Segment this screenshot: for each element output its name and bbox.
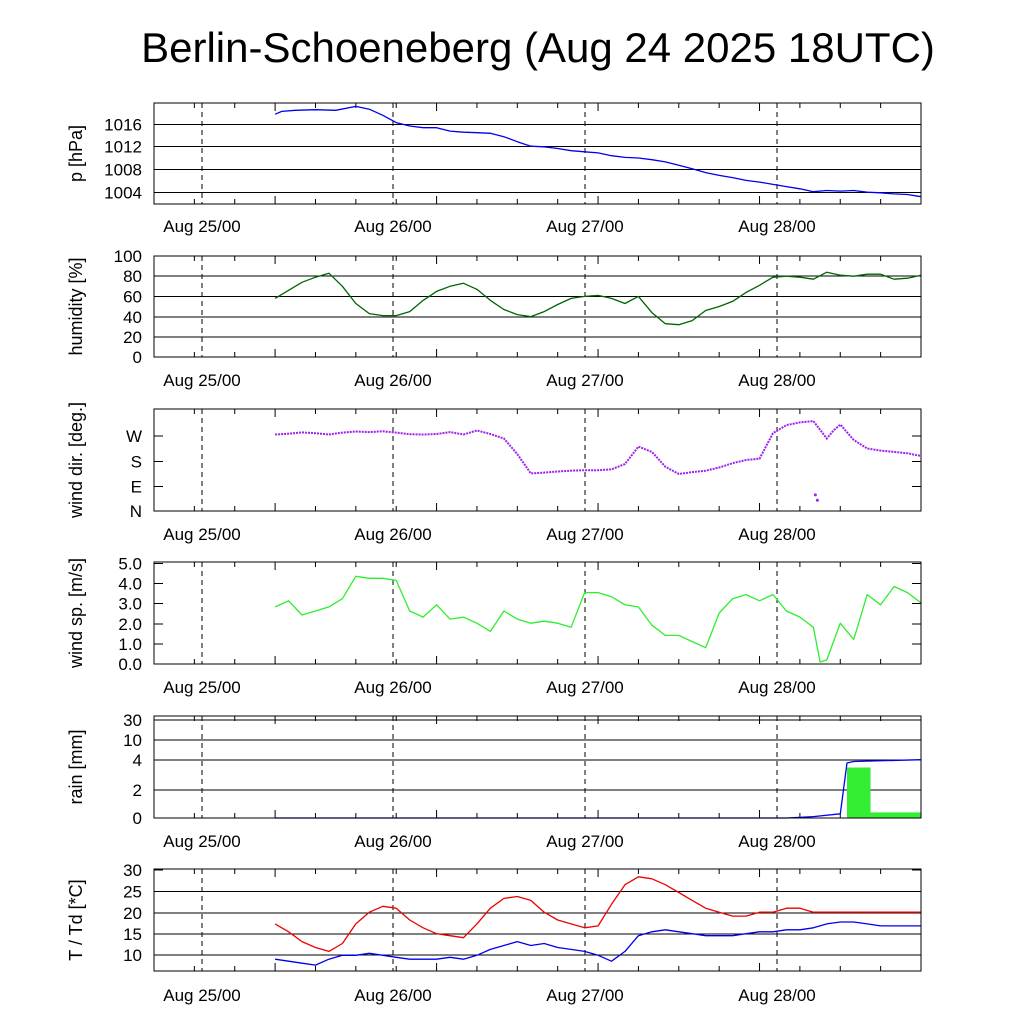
y-tick-label: 30 bbox=[123, 711, 142, 730]
x-tick-label: Aug 28/00 bbox=[738, 986, 816, 1005]
panel-6: 10 15 20 25 30 T / Td [*C] Aug 25/00 Aug 26/00 A… bbox=[66, 861, 922, 1005]
y-tick-label: 1012 bbox=[104, 138, 142, 157]
y-tick-label: 60 bbox=[123, 288, 142, 307]
y-tick-label: 40 bbox=[123, 308, 142, 327]
y-tick-label: 15 bbox=[123, 925, 142, 944]
x-tick-label: Aug 26/00 bbox=[354, 371, 432, 390]
y-axis-label: T / Td [*C] bbox=[66, 879, 86, 960]
x-tick-label: Aug 25/00 bbox=[163, 832, 241, 851]
x-tick-label: Aug 28/00 bbox=[738, 832, 816, 851]
series-line-accumulated bbox=[275, 759, 922, 819]
x-tick-label: Aug 27/00 bbox=[546, 525, 624, 544]
x-tick-label: Aug 26/00 bbox=[354, 525, 432, 544]
plot-frame bbox=[153, 868, 922, 972]
x-tick-label: Aug 25/00 bbox=[163, 678, 241, 697]
x-tick-label: Aug 26/00 bbox=[354, 832, 432, 851]
x-tick-label: Aug 26/00 bbox=[354, 678, 432, 697]
y-tick-label: 0 bbox=[133, 348, 142, 367]
x-tick-label: Aug 25/00 bbox=[163, 525, 241, 544]
x-tick-label: Aug 27/00 bbox=[546, 217, 624, 236]
y-tick-label: 30 bbox=[123, 861, 142, 880]
y-tick-label: 2 bbox=[133, 781, 142, 800]
y-tick-label: 20 bbox=[123, 328, 142, 347]
plot-frame bbox=[153, 408, 922, 512]
x-tick-label: Aug 25/00 bbox=[163, 986, 241, 1005]
plot-frame bbox=[153, 255, 922, 358]
y-tick-label: N bbox=[130, 502, 142, 521]
y-tick-label: S bbox=[131, 453, 142, 472]
x-tick-label: Aug 27/00 bbox=[546, 832, 624, 851]
y-axis-label: p [hPa] bbox=[66, 125, 86, 182]
y-tick-label: 25 bbox=[123, 883, 142, 902]
series-line-td bbox=[275, 921, 921, 966]
x-tick-label: Aug 26/00 bbox=[354, 986, 432, 1005]
y-tick-label: 1.0 bbox=[118, 635, 142, 654]
plot-frame bbox=[153, 102, 922, 205]
series-line-4 bbox=[274, 575, 922, 663]
wind-direction-point bbox=[813, 493, 817, 497]
x-tick-label: Aug 25/00 bbox=[163, 217, 241, 236]
y-tick-label: 4.0 bbox=[118, 575, 142, 594]
y-tick-label: E bbox=[131, 478, 142, 497]
series-line-2 bbox=[274, 271, 922, 326]
panel-1: 1004 1008 1012 1016 p [hPa] Aug 25/00 Aug 26/0… bbox=[66, 102, 922, 236]
chart-title: Berlin-Schoeneberg (Aug 24 2025 18UTC) bbox=[141, 24, 935, 71]
y-axis-label: wind dir. [deg.] bbox=[66, 402, 86, 519]
rain-bar bbox=[870, 812, 921, 818]
y-axis-label: wind sp. [m/s] bbox=[66, 558, 86, 669]
x-tick-label: Aug 27/00 bbox=[546, 986, 624, 1005]
y-tick-label: 20 bbox=[123, 904, 142, 923]
y-tick-label: 10 bbox=[123, 946, 142, 965]
x-tick-label: Aug 28/00 bbox=[738, 371, 816, 390]
y-tick-label: 80 bbox=[123, 267, 142, 286]
series-line-t bbox=[274, 876, 921, 953]
y-tick-label: 3.0 bbox=[118, 595, 142, 614]
series-line-1 bbox=[274, 105, 922, 198]
y-axis-label: rain [mm] bbox=[66, 729, 86, 804]
wind-direction-point bbox=[815, 498, 819, 502]
wind-direction-trace bbox=[275, 420, 922, 476]
y-tick-label: 1004 bbox=[104, 184, 142, 203]
plot-frame bbox=[153, 715, 922, 819]
y-tick-label: 2.0 bbox=[118, 615, 142, 634]
panel-4: 0.01.02.03.04.05.0 wind sp. [m/s] Aug 25/0… bbox=[66, 555, 922, 697]
rain-bar bbox=[846, 767, 871, 818]
x-tick-label: Aug 27/00 bbox=[546, 371, 624, 390]
y-tick-label: 0 bbox=[133, 809, 142, 828]
y-tick-label: 10 bbox=[123, 731, 142, 750]
y-axis-label: humidity [%] bbox=[66, 257, 86, 355]
plot-frame bbox=[153, 561, 922, 665]
x-tick-label: Aug 28/00 bbox=[738, 525, 816, 544]
x-tick-label: Aug 28/00 bbox=[738, 217, 816, 236]
y-tick-label: 4 bbox=[133, 751, 142, 770]
x-tick-label: Aug 27/00 bbox=[546, 678, 624, 697]
y-tick-label: W bbox=[126, 427, 142, 446]
y-tick-label: 100 bbox=[114, 247, 142, 266]
y-tick-label: 1008 bbox=[104, 161, 142, 180]
y-tick-label: 1016 bbox=[104, 116, 142, 135]
x-tick-label: Aug 25/00 bbox=[163, 371, 241, 390]
x-tick-label: Aug 28/00 bbox=[738, 678, 816, 697]
y-tick-label: 0.0 bbox=[118, 655, 142, 674]
y-tick-label: 5.0 bbox=[118, 555, 142, 574]
x-tick-label: Aug 26/00 bbox=[354, 217, 432, 236]
